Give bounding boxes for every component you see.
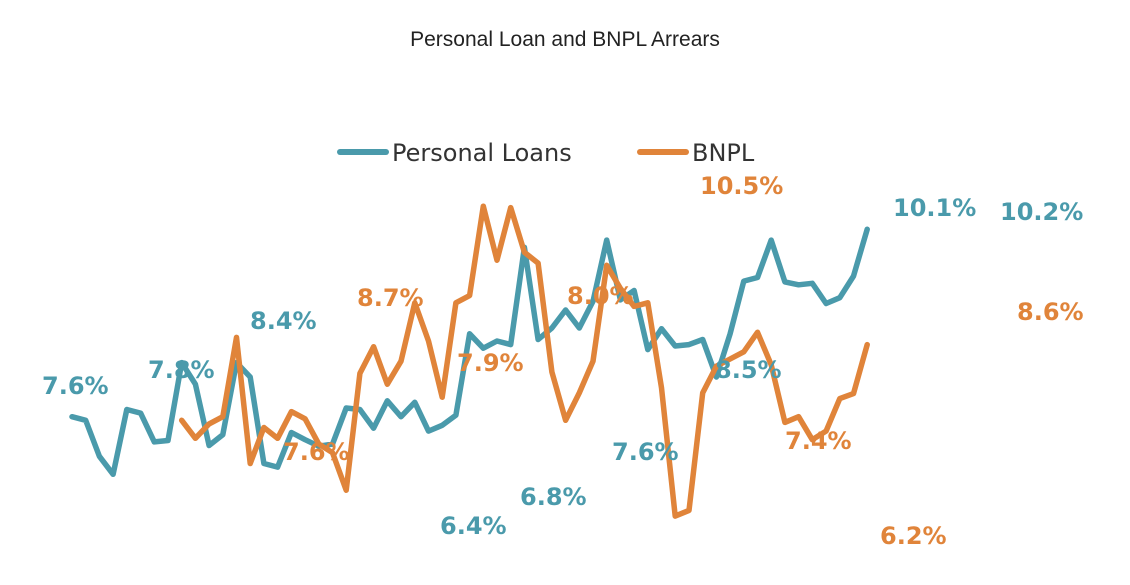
data-label: 7.8% [148,356,215,384]
data-label: 6.2% [880,522,947,550]
data-label: 7.6% [612,438,679,466]
data-label: 8.7% [357,284,424,312]
data-label: 8.6% [1017,298,1084,326]
series-line-bnpl [178,203,870,519]
data-labels: 7.6% 7.8% 8.4% 6.4% 6.8% 7.6% 8.5% 10.1%… [42,172,1084,550]
data-label: 7.6% [42,372,109,400]
data-label: 8.0% [567,282,634,310]
data-label: 8.4% [250,307,317,335]
data-label: 6.4% [440,512,507,540]
legend-label-personal-loans: Personal Loans [392,139,572,167]
data-label: 6.8% [520,483,587,511]
data-label: 7.4% [785,427,852,455]
legend-label-bnpl: BNPL [692,139,755,167]
data-label: 8.5% [715,356,782,384]
legend: Personal Loans BNPL [337,139,755,167]
data-label: 7.9% [457,349,524,377]
series-lines [69,203,870,519]
data-label: 10.2% [1000,198,1083,226]
data-label: 7.6% [283,438,350,466]
data-label: 10.1% [893,194,976,222]
chart-title: Personal Loan and BNPL Arrears [410,28,720,51]
data-label: 10.5% [700,172,783,200]
